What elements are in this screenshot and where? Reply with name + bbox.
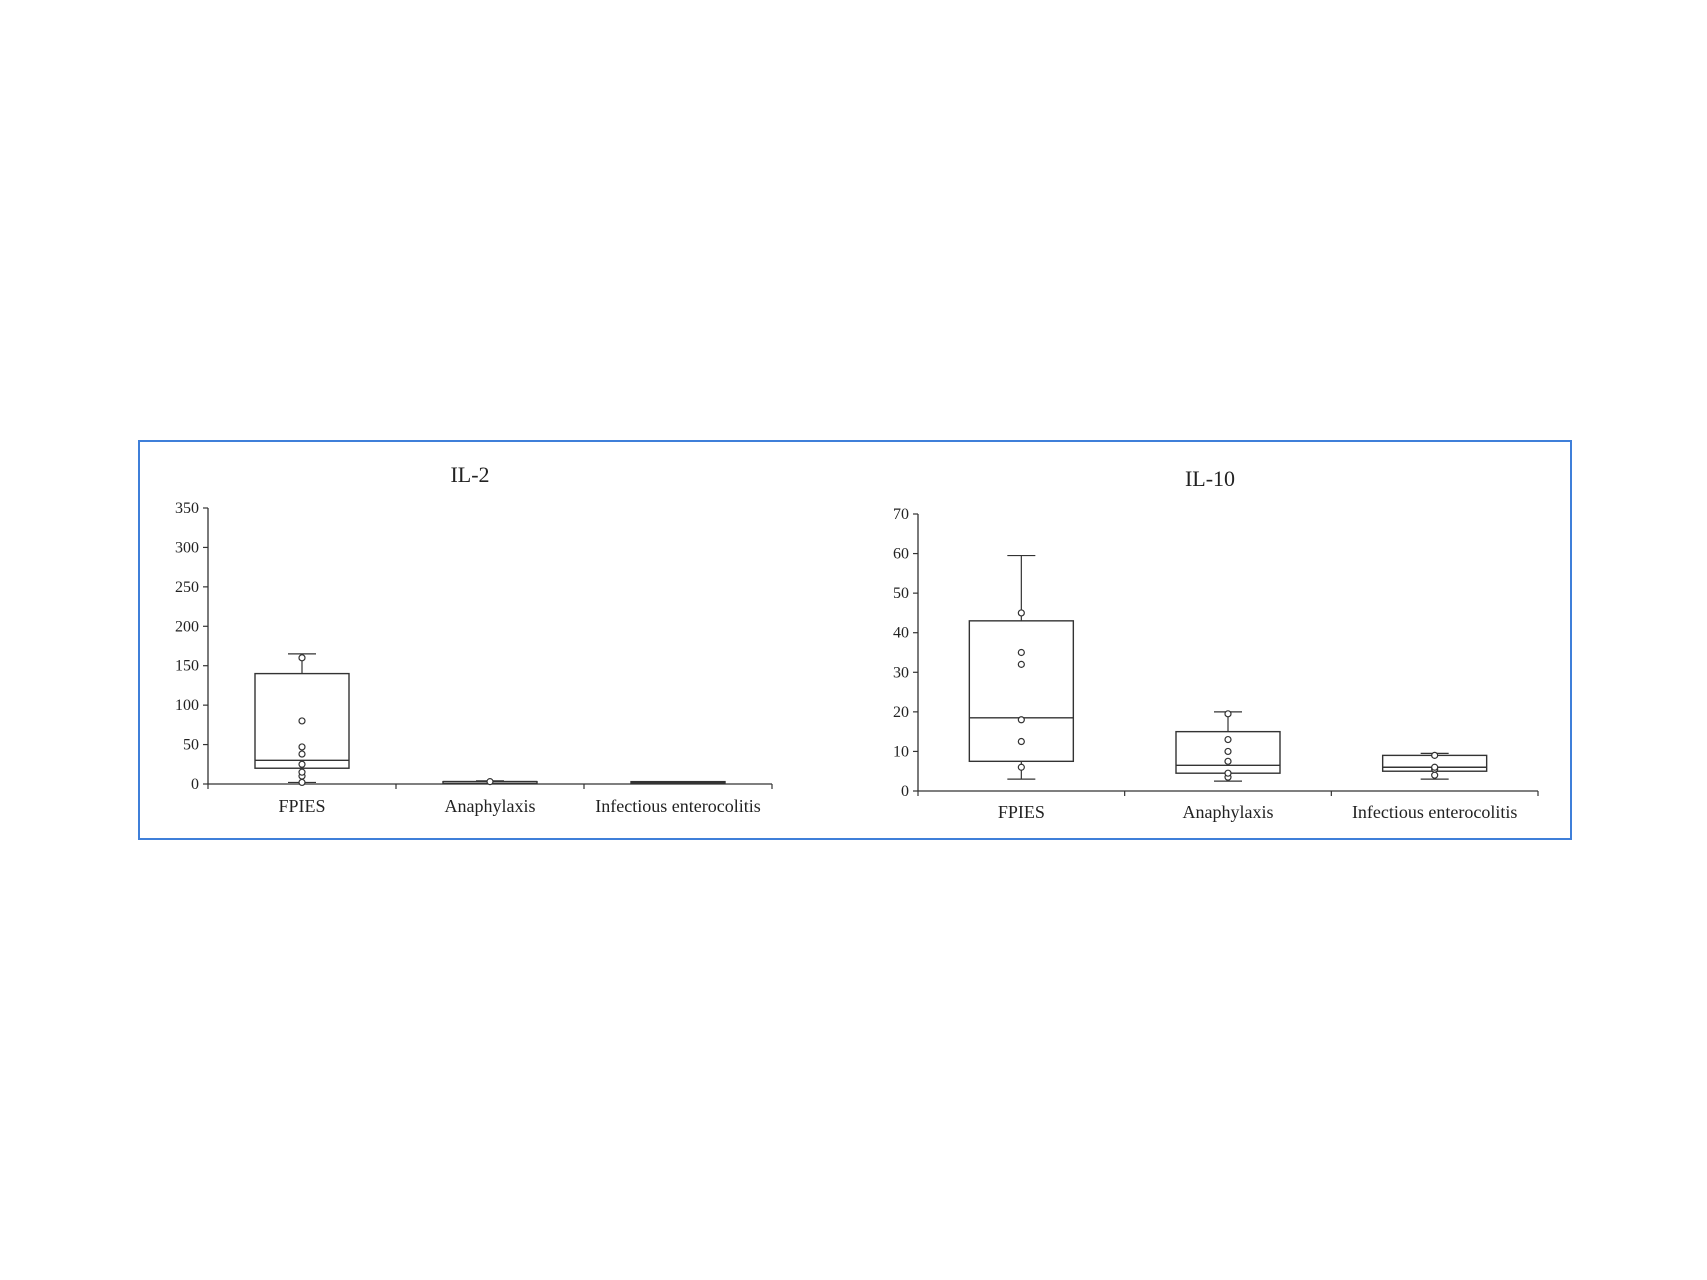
category-label-2-2: Infectious enterocolitis [1352, 802, 1517, 822]
data-point-2-0-4 [1017, 648, 1025, 657]
data-point-1-0-5 [298, 743, 306, 751]
y-tick-label-1-2: 100 [175, 697, 199, 714]
data-point-2-0-0 [1017, 763, 1025, 771]
category-label-2-1: Anaphylaxis [1183, 802, 1274, 822]
category-label-1-1: Anaphylaxis [445, 796, 536, 816]
y-tick-label-2-2: 20 [893, 704, 909, 721]
y-tick-label-2-1: 10 [893, 743, 909, 760]
y-tick-label-2-7: 70 [893, 506, 909, 523]
data-point-2-2-3 [1431, 751, 1439, 759]
data-point-1-0-2 [298, 768, 306, 776]
data-point-2-0-5 [1017, 609, 1025, 617]
data-point-2-1-4 [1224, 735, 1232, 744]
data-point-2-1-2 [1224, 757, 1232, 765]
chart-title-2: IL-10 [1185, 466, 1235, 491]
data-point-2-0-2 [1017, 716, 1025, 724]
data-point-1-0-0 [298, 778, 306, 787]
data-point-1-0-3 [298, 760, 306, 768]
y-tick-label-1-4: 200 [175, 618, 199, 635]
data-point-1-0-6 [298, 717, 306, 725]
y-tick-label-1-5: 250 [175, 579, 199, 596]
data-point-2-0-1 [1017, 737, 1025, 746]
data-point-2-1-3 [1224, 747, 1232, 756]
box-2-0 [968, 620, 1075, 763]
category-label-1-2: Infectious enterocolitis [595, 796, 760, 816]
y-tick-label-2-3: 30 [893, 664, 909, 681]
y-tick-label-2-0: 0 [901, 783, 909, 800]
data-point-2-1-5 [1224, 710, 1232, 718]
data-point-2-2-0 [1431, 771, 1439, 779]
category-label-1-0: FPIES [278, 796, 325, 816]
chart-title-1: IL-2 [450, 462, 489, 487]
data-point-2-1-1 [1224, 769, 1232, 777]
y-tick-label-1-6: 300 [175, 539, 199, 556]
figure-panel: IL-2 0 50 100 150 200 250 300 350 FPIES Anaphylaxi… [138, 440, 1572, 840]
data-point-1-0-4 [298, 750, 306, 758]
data-point-1-1-0 [486, 778, 494, 786]
y-tick-label-1-1: 50 [183, 737, 199, 754]
data-point-1-0-7 [298, 654, 306, 662]
y-tick-label-1-7: 350 [175, 500, 199, 517]
y-tick-label-1-0: 0 [191, 776, 199, 793]
category-label-2-0: FPIES [998, 802, 1045, 822]
y-tick-label-2-4: 40 [893, 625, 909, 642]
data-point-2-2-2 [1431, 763, 1439, 771]
y-tick-label-2-5: 50 [893, 585, 909, 602]
y-tick-label-1-3: 150 [175, 658, 199, 675]
y-tick-label-2-6: 60 [893, 546, 909, 563]
data-point-2-0-3 [1017, 660, 1025, 668]
